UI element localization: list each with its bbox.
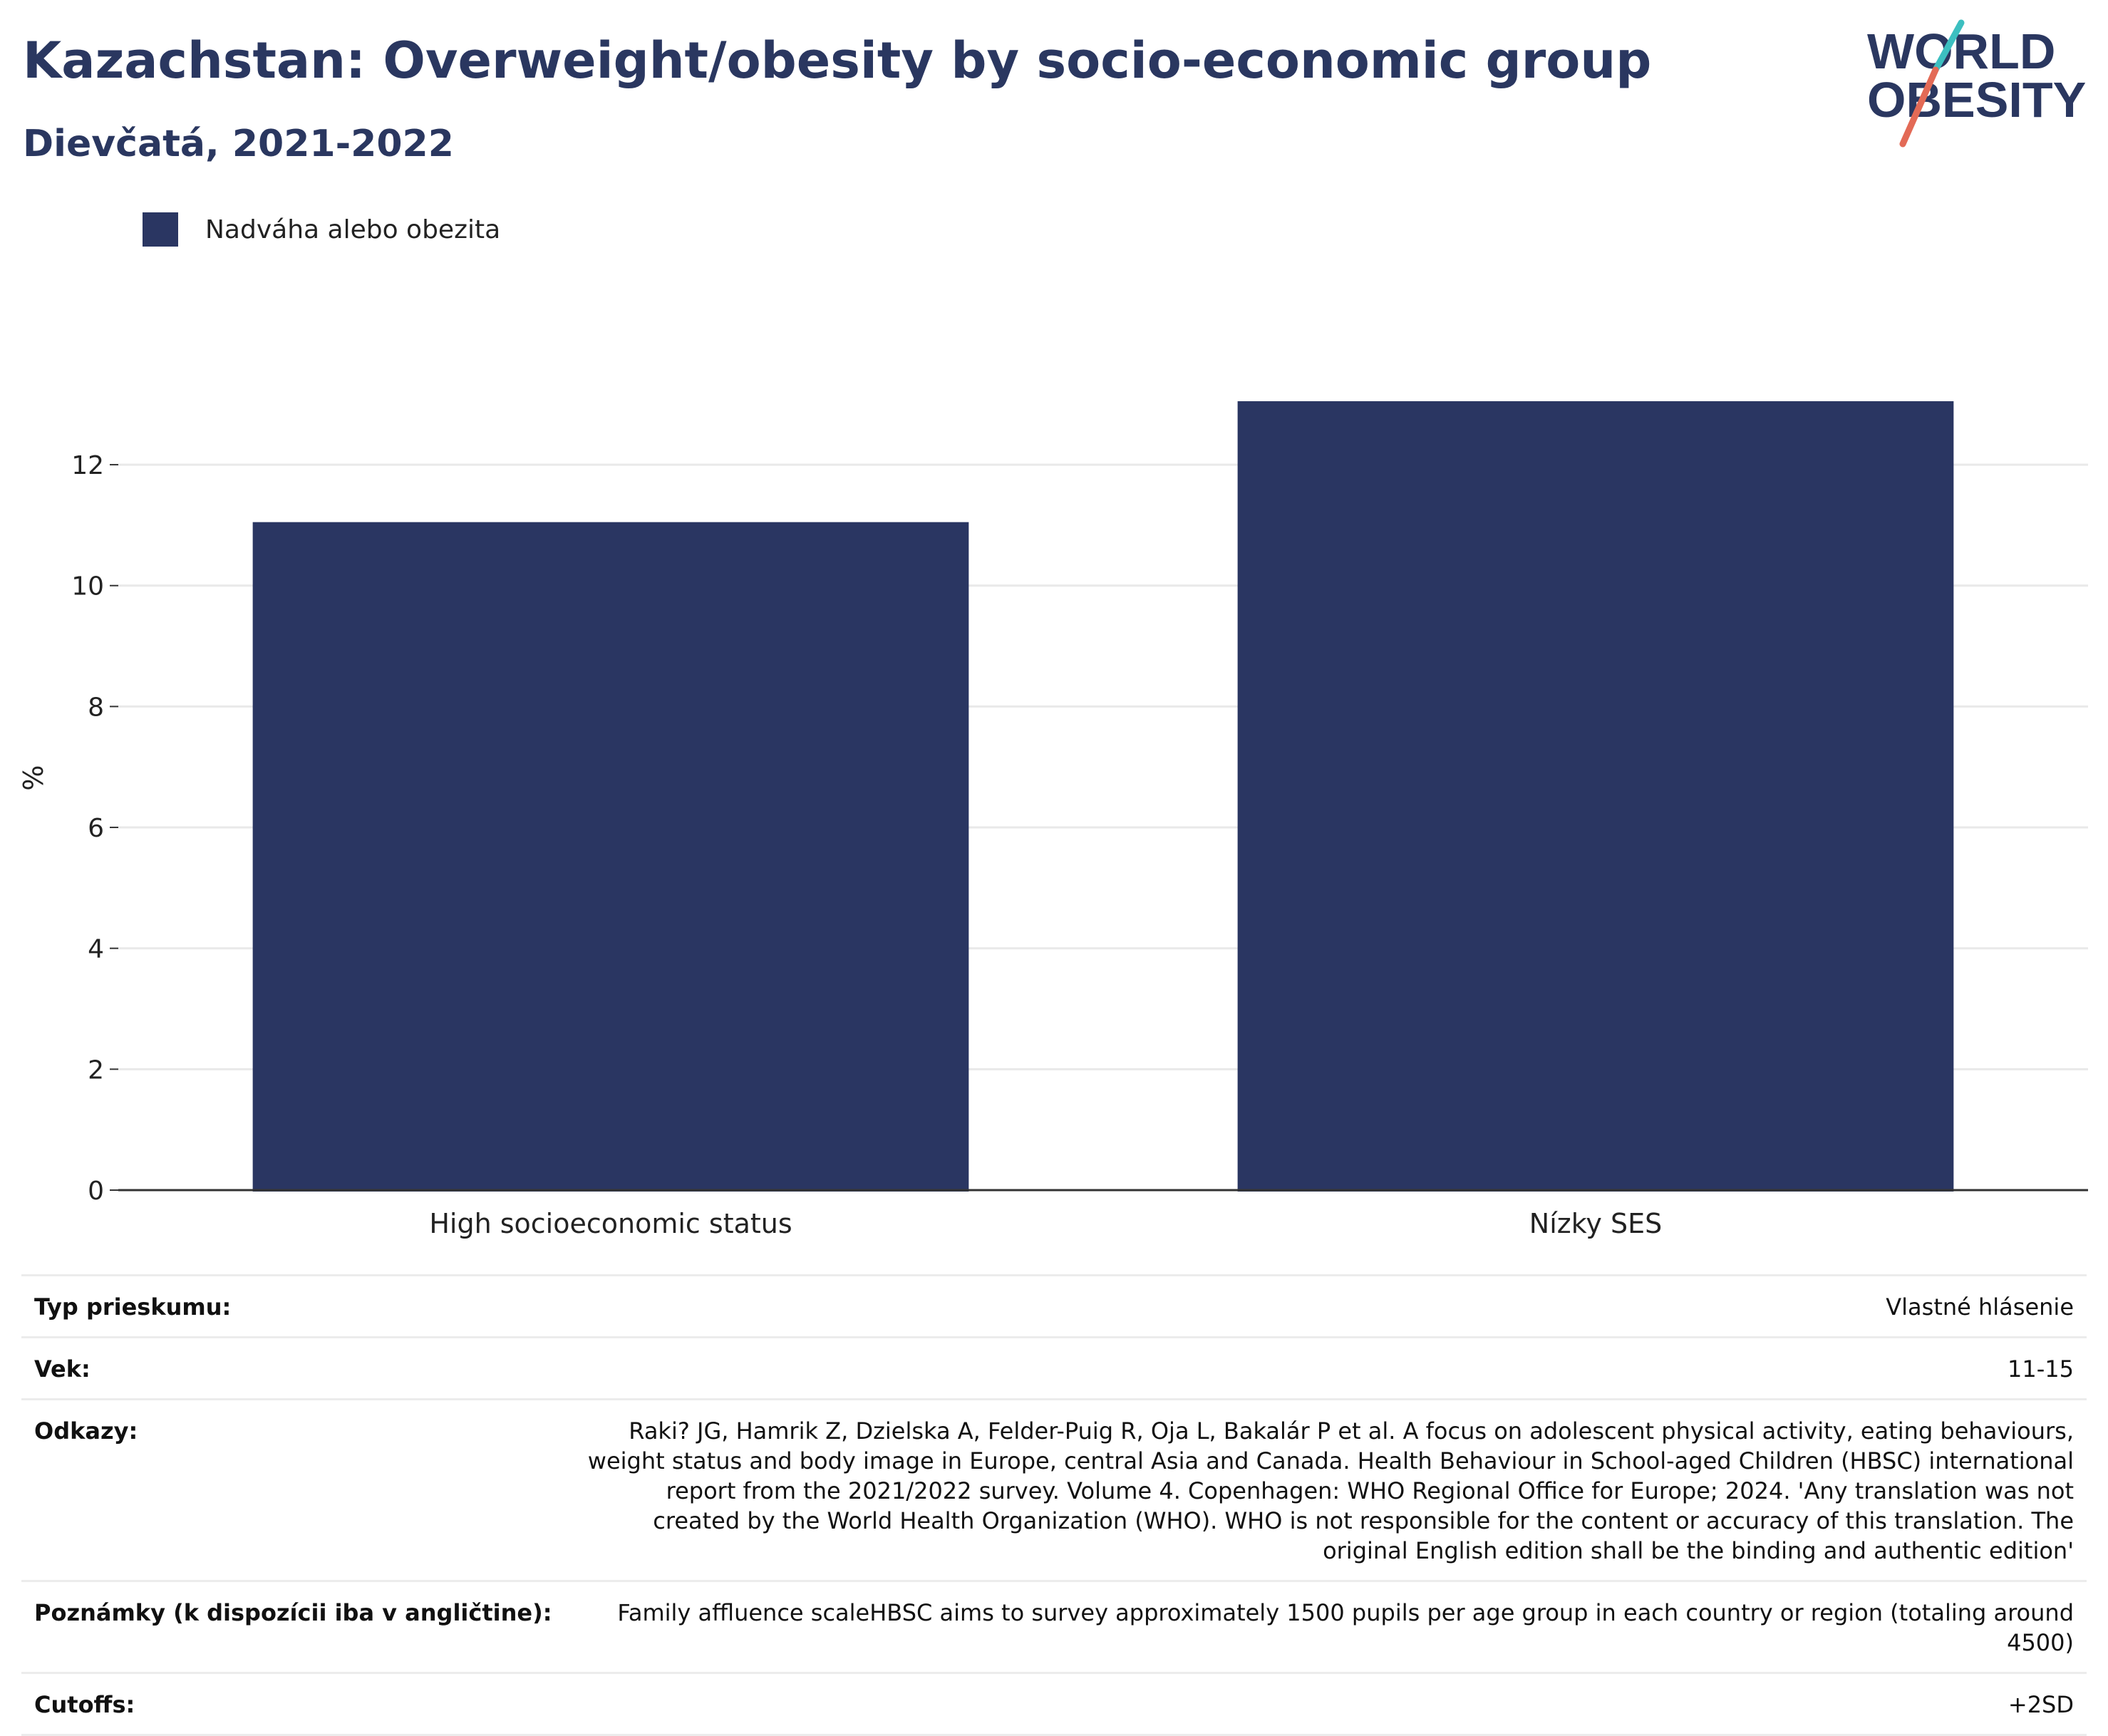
row-key: Vek: <box>21 1336 560 1400</box>
y-axis-ticks: 0 2 4 6 8 10 12 <box>71 451 118 1206</box>
chart-title: Kazachstan: Overweight/obesity by socio-… <box>23 31 1652 90</box>
legend-label: Nadváha alebo obezita <box>205 215 501 244</box>
table-row: Odkazy: Raki? JG, Hamrik Z, Dzielska A, F… <box>21 1398 2087 1582</box>
y-tick-label: 10 <box>71 572 104 601</box>
chart-subtitle: Dievčatá, 2021-2022 <box>23 123 454 165</box>
bar-chart: 0 2 4 6 8 10 12 High socioeconomic status Nízky… <box>18 401 2088 1239</box>
y-tick-label: 4 <box>88 935 104 964</box>
logo-line2: OBESITY <box>1867 72 2086 128</box>
bar <box>1237 401 1954 1192</box>
metadata-table: Typ prieskumu: Vlastné hlásenie Vek: 11-15 O… <box>21 1274 2087 1736</box>
y-tick-label: 2 <box>88 1055 104 1085</box>
y-tick-label: 6 <box>88 814 104 843</box>
bar <box>252 522 969 1192</box>
row-value: +2SD <box>560 1672 2087 1736</box>
row-value: Raki? JG, Hamrik Z, Dzielska A, Felder-P… <box>560 1398 2087 1582</box>
table-row: Cutoffs: +2SD <box>21 1672 2087 1736</box>
x-axis-ticks: High socioeconomic status Nízky SES <box>429 1208 1662 1239</box>
row-value: Vlastné hlásenie <box>560 1274 2087 1338</box>
table-row: Poznámky (k dispozícii iba v angličtine)… <box>21 1580 2087 1674</box>
row-key: Odkazy: <box>21 1398 560 1582</box>
legend-swatch <box>143 212 178 247</box>
bars <box>252 401 1954 1192</box>
row-key: Typ prieskumu: <box>21 1274 560 1338</box>
x-tick-label: High socioeconomic status <box>429 1208 792 1239</box>
x-tick-label: Nízky SES <box>1529 1208 1662 1239</box>
logo-slash-bottom <box>1899 66 1939 148</box>
row-value: Family affluence scaleHBSC aims to surve… <box>560 1580 2087 1674</box>
row-key: Poznámky (k dispozícii iba v angličtine)… <box>21 1580 560 1674</box>
y-tick-label: 8 <box>88 693 104 722</box>
row-value: 11-15 <box>560 1336 2087 1400</box>
table-row: Vek: 11-15 <box>21 1336 2087 1400</box>
chart-legend: Nadváha alebo obezita <box>143 212 500 247</box>
table-row: Typ prieskumu: Vlastné hlásenie <box>21 1274 2087 1338</box>
y-tick-label: 12 <box>71 451 104 480</box>
logo-line1: WORLD <box>1867 24 2055 79</box>
row-key: Cutoffs: <box>21 1672 560 1736</box>
y-axis-label: % <box>18 765 49 790</box>
y-tick-label: 0 <box>88 1177 104 1206</box>
world-obesity-logo: WORLD OBESITY <box>1867 19 2086 148</box>
logo-slash-top <box>1932 19 1965 73</box>
